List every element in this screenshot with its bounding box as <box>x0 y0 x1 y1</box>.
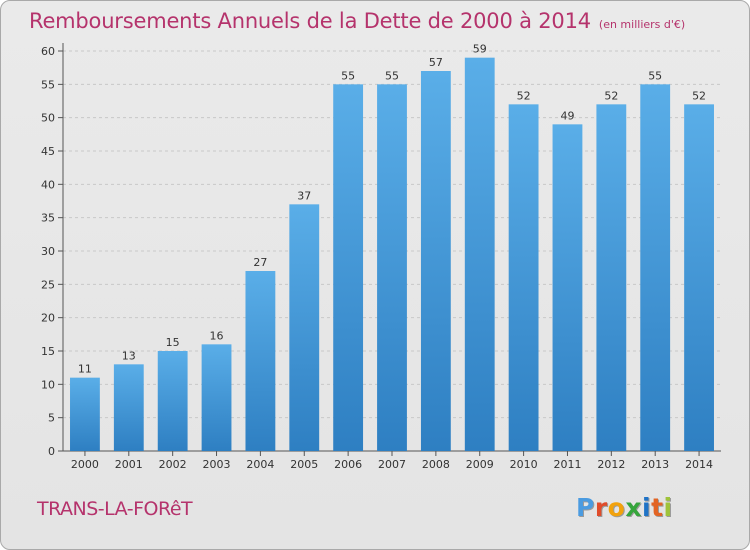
logo-letter: i <box>642 493 652 522</box>
x-tick-label: 2009 <box>466 458 494 471</box>
x-tick-label: 2007 <box>378 458 406 471</box>
bar-2011 <box>552 124 583 451</box>
value-label: 52 <box>517 89 531 102</box>
x-tick-label: 2008 <box>422 458 450 471</box>
value-label: 13 <box>122 349 136 362</box>
logo-letter: r <box>594 493 608 522</box>
x-axis: 2000 2001 2002 2003 2004 2005 2006 2007 2008 2009… <box>71 451 713 471</box>
bar-2003 <box>201 344 232 451</box>
logo-letter: t <box>651 493 664 522</box>
value-label: 59 <box>473 43 487 56</box>
x-tick-label: 2006 <box>334 458 362 471</box>
proxiti-logo: Proxiti <box>576 493 673 522</box>
y-tick-label: 40 <box>41 178 55 191</box>
bar-2013 <box>640 84 671 451</box>
bar-2006 <box>333 84 364 451</box>
value-label: 57 <box>429 56 443 69</box>
x-tick-label: 2005 <box>290 458 318 471</box>
x-tick-label: 2002 <box>159 458 187 471</box>
y-tick-label: 50 <box>41 112 55 125</box>
value-label: 11 <box>78 363 92 376</box>
bar-2001 <box>113 364 144 451</box>
chart-unit: (en milliers d'€) <box>598 18 686 31</box>
bar-2014 <box>684 104 714 451</box>
bar-2010 <box>508 104 539 451</box>
x-tick-label: 2004 <box>246 458 274 471</box>
value-label: 55 <box>648 69 662 82</box>
bar-2009 <box>464 57 495 452</box>
x-tick-label: 2010 <box>510 458 538 471</box>
y-tick-label: 10 <box>41 378 55 391</box>
value-label: 16 <box>210 329 224 342</box>
bar-2008 <box>420 71 451 451</box>
bar-2005 <box>289 204 320 451</box>
bar-2012 <box>596 104 627 451</box>
value-label: 27 <box>253 256 267 269</box>
x-tick-label: 2003 <box>203 458 231 471</box>
chart-title-text: Remboursements Annuels de la Dette de 20… <box>29 9 591 33</box>
value-label: 49 <box>560 109 574 122</box>
value-label: 55 <box>341 69 355 82</box>
y-tick-label: 55 <box>41 78 55 91</box>
bar-2000 <box>70 377 100 451</box>
y-tick-label: 25 <box>41 278 55 291</box>
x-tick-label: 2014 <box>685 458 713 471</box>
y-tick-label: 0 <box>48 445 55 458</box>
y-tick-label: 35 <box>41 212 55 225</box>
value-label: 55 <box>385 69 399 82</box>
x-tick-label: 2013 <box>641 458 669 471</box>
value-label: 15 <box>166 336 180 349</box>
x-tick-label: 2001 <box>115 458 143 471</box>
y-tick-label: 5 <box>48 412 55 425</box>
logo-letter: x <box>625 493 642 522</box>
y-tick-label: 20 <box>41 312 55 325</box>
logo-letter: i <box>663 493 673 522</box>
logo-letter: P <box>576 493 595 522</box>
city-name: TRANS-LA-FORêT <box>37 498 193 520</box>
bar-series <box>70 57 714 452</box>
y-tick-label: 15 <box>41 345 55 358</box>
value-label: 37 <box>297 189 311 202</box>
x-tick-label: 2012 <box>597 458 625 471</box>
bar-2002 <box>157 351 188 451</box>
bar-2007 <box>377 84 407 451</box>
logo-letter: o <box>607 493 626 522</box>
y-tick-label: 45 <box>41 145 55 158</box>
bar-2004 <box>245 271 276 451</box>
chart-title: Remboursements Annuels de la Dette de 20… <box>29 9 685 33</box>
data-labels: 11 13 15 16 27 37 55 55 57 59 52 49 52 55 52 <box>78 43 706 376</box>
value-label: 52 <box>692 89 706 102</box>
value-label: 52 <box>604 89 618 102</box>
x-tick-label: 2011 <box>553 458 581 471</box>
x-tick-label: 2000 <box>71 458 99 471</box>
y-tick-label: 60 <box>41 45 55 58</box>
y-tick-label: 30 <box>41 245 55 258</box>
